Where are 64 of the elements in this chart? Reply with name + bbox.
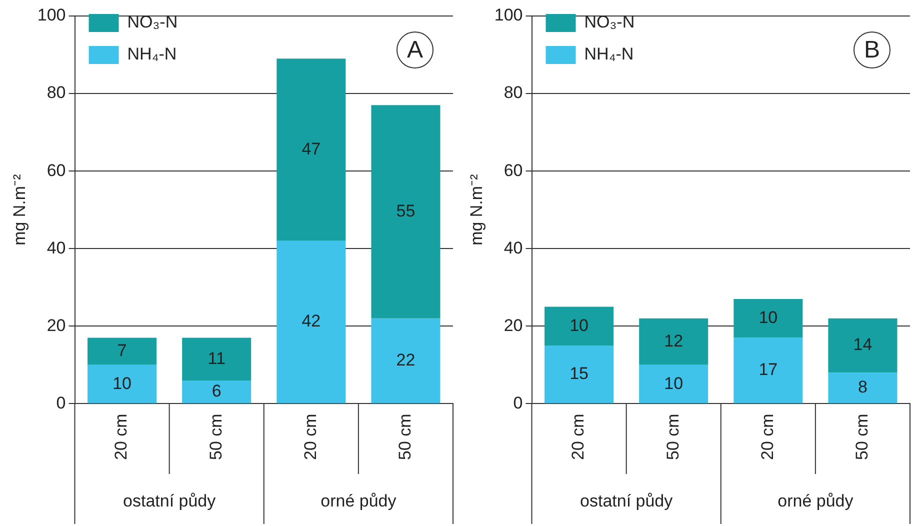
bar <box>371 105 440 318</box>
x-tick-label: 20 cm <box>300 414 320 460</box>
bar <box>182 338 252 380</box>
data-label: 10 <box>758 308 778 328</box>
text: ostatní půdy <box>580 492 674 511</box>
x-tick-label: 20 cm <box>758 414 777 460</box>
y-tick-label: 80 <box>46 83 66 102</box>
annotation: A <box>406 36 424 64</box>
bar <box>544 306 614 346</box>
bar <box>544 346 614 404</box>
text: orné půdy <box>778 492 854 511</box>
bar <box>88 364 157 404</box>
bar <box>88 338 157 365</box>
bar <box>734 338 803 404</box>
data-label: 14 <box>853 335 872 354</box>
legend-label: NH₄-N <box>127 44 177 64</box>
bar <box>639 364 708 404</box>
data-label: 11 <box>208 348 226 368</box>
bar <box>276 58 346 241</box>
x-tick-label: 50 cm <box>852 414 872 460</box>
legend-label: NH₄-N <box>584 44 634 64</box>
data-label: 47 <box>302 139 321 158</box>
data-label: 6 <box>212 382 222 401</box>
y-tick-label: 60 <box>46 160 66 180</box>
data-label: 12 <box>664 331 684 350</box>
data-label: 8 <box>858 378 868 397</box>
data-label: 7 <box>117 341 127 360</box>
annotation: B <box>864 36 880 64</box>
bar <box>734 299 803 338</box>
data-label: 55 <box>396 201 416 220</box>
data-label: 17 <box>758 360 778 380</box>
data-label: 10 <box>664 374 684 393</box>
text: orné půdy <box>320 492 397 511</box>
data-label: 10 <box>570 316 589 335</box>
y-tick-label: 100 <box>494 6 523 25</box>
bar <box>182 380 252 404</box>
data-label: 15 <box>570 364 589 384</box>
x-tick-label: 20 cm <box>112 414 131 460</box>
y-tick-label: 40 <box>46 238 66 258</box>
legend-label: NO₃-N <box>127 12 178 32</box>
x-tick-label: 50 cm <box>663 414 682 460</box>
y-axis-title: mg N.m⁻² <box>466 174 486 246</box>
bar <box>639 318 708 365</box>
y-tick-label: 100 <box>37 6 66 25</box>
data-label: 22 <box>396 350 416 370</box>
data-label: 42 <box>302 312 321 331</box>
bar <box>371 318 440 404</box>
y-tick-label: 60 <box>504 160 523 180</box>
x-tick-label: 50 cm <box>206 414 226 460</box>
x-tick-label: 50 cm <box>395 414 414 460</box>
bar <box>276 240 346 404</box>
y-tick-label: 40 <box>504 238 523 258</box>
y-tick-label: 20 <box>504 316 523 335</box>
y-axis-title: mg N.m⁻² <box>10 174 29 246</box>
y-tick-label: 20 <box>46 316 66 335</box>
bar <box>828 372 898 404</box>
x-tick-label: 20 cm <box>568 414 588 460</box>
bar <box>828 318 898 373</box>
text: ostatní půdy <box>123 492 216 511</box>
legend-label: NO₃-N <box>584 12 635 32</box>
y-tick-label: 0 <box>56 393 66 412</box>
y-tick-label: 80 <box>504 83 523 102</box>
data-label: 10 <box>112 374 132 393</box>
y-tick-label: 0 <box>513 393 523 412</box>
